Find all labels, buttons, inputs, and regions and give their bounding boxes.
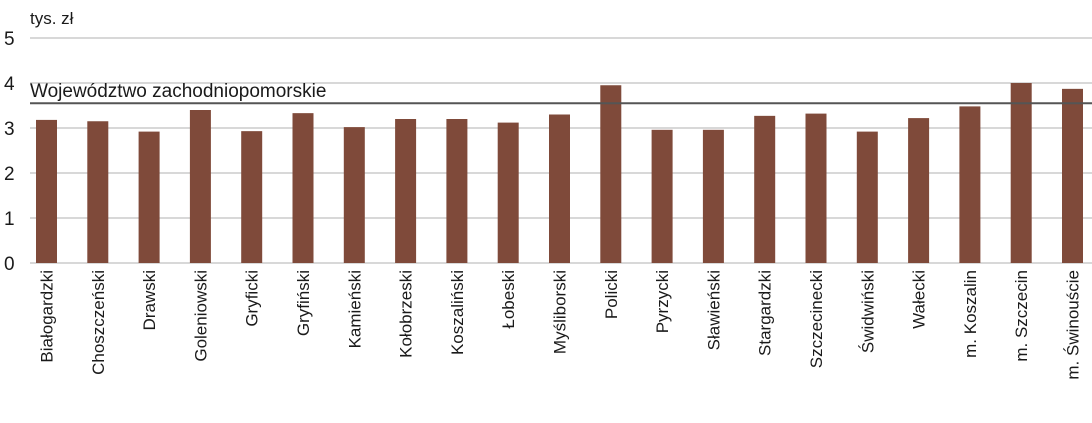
bar-5: [292, 113, 314, 264]
bar-20: [1062, 88, 1083, 263]
bar-13: [702, 129, 724, 263]
y-tick-label: 2: [4, 164, 15, 185]
x-category-label: Koszaliński: [448, 270, 467, 355]
x-category-label: Myśliborski: [551, 270, 570, 354]
bar-14: [754, 115, 776, 263]
x-axis-labels: Białogardzki Choszczeński Drawski Goleniows…: [38, 270, 1083, 380]
x-category-label: Wałecki: [910, 270, 929, 329]
y-tick-label: 3: [4, 119, 15, 140]
x-category-label: Szczecinecki: [807, 270, 826, 368]
x-category-label: Drawski: [140, 270, 159, 330]
x-category-label: Kamieński: [345, 270, 364, 348]
x-category-label: Gryficki: [243, 270, 262, 327]
x-category-label: Gryfiński: [294, 270, 313, 336]
bar-7: [395, 119, 417, 263]
x-category-label: Sławieński: [704, 270, 723, 350]
bar-11: [600, 85, 622, 263]
bar-1: [87, 121, 109, 263]
bar-6: [343, 127, 365, 263]
x-category-label: Policki: [602, 270, 621, 319]
bar-9: [497, 122, 519, 263]
y-unit-label: tys. zł: [30, 9, 74, 28]
x-category-label: Stargardzki: [756, 270, 775, 356]
bar-19: [1010, 83, 1032, 263]
bar-8: [446, 119, 468, 263]
x-category-label: Pyrzycki: [653, 270, 672, 333]
x-category-label: Goleniowski: [191, 270, 210, 362]
bar-2: [138, 131, 160, 263]
y-tick-label: 1: [4, 209, 15, 230]
bars: [36, 83, 1083, 264]
reference-line-label: Województwo zachodniopomorskie: [30, 81, 326, 102]
bar-12: [651, 129, 673, 263]
bar-3: [189, 110, 211, 263]
x-category-label: m. Koszalin: [961, 270, 980, 358]
x-category-label: m. Szczecin: [1012, 270, 1031, 362]
bar-4: [241, 131, 263, 263]
y-tick-label: 0: [4, 254, 15, 275]
bar-15: [805, 113, 827, 263]
x-category-label: Choszczeński: [89, 270, 108, 375]
bar-17: [908, 118, 930, 263]
x-category-label: Kołobrzeski: [397, 270, 416, 358]
bar-10: [549, 114, 570, 263]
x-category-label: Łobeski: [499, 270, 518, 329]
x-category-label: Świdwiński: [858, 270, 877, 353]
y-tick-label: 5: [4, 29, 15, 50]
y-tick-label: 4: [4, 74, 15, 95]
y-axis: 0 1 2 3 4 5: [4, 29, 15, 275]
bar-0: [36, 119, 57, 264]
x-category-label: m. Świnouście: [1064, 270, 1083, 380]
bar-18: [959, 106, 981, 264]
bar-16: [856, 131, 878, 263]
x-category-label: Białogardzki: [38, 270, 57, 363]
